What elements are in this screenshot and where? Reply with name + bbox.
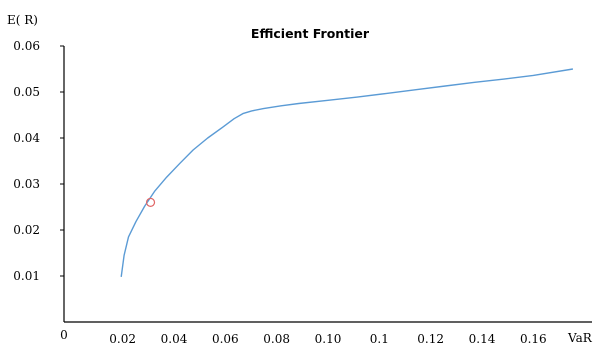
x-tick-label: 0.14 <box>469 332 496 346</box>
y-axis-title: E( R) <box>7 13 38 27</box>
x-tick-label: 0.1 <box>370 332 389 346</box>
origin-label: 0 <box>60 328 68 342</box>
series-group <box>120 68 574 277</box>
x-tick-label: 0.12 <box>417 332 444 346</box>
x-tick-label: 0.16 <box>520 332 547 346</box>
x-tick-label: 0.04 <box>161 332 188 346</box>
y-tick-label: 0.05 <box>13 85 40 99</box>
chart-title: Efficient Frontier <box>251 26 370 41</box>
x-axis-title: VaR <box>567 331 593 345</box>
highlight-point-marker <box>145 197 156 207</box>
x-axis-ticks: 0.02 0.04 0.06 0.08 0.10 0.1 0.12 0.14 0.16 <box>109 332 546 346</box>
x-tick-label: 0.06 <box>212 332 239 346</box>
x-tick-label: 0.02 <box>109 332 136 346</box>
x-tick-label: 0.10 <box>315 332 342 346</box>
x-tick-label: 0.08 <box>263 332 290 346</box>
y-axis-ticks: 0.01 0.02 0.03 0.04 0.05 0.06 <box>13 39 64 283</box>
y-tick-label: 0.06 <box>13 39 40 53</box>
efficient-frontier-line <box>120 68 574 277</box>
y-tick-label: 0.04 <box>13 131 40 145</box>
y-tick-label: 0.01 <box>13 269 40 283</box>
y-tick-label: 0.03 <box>13 177 40 191</box>
y-tick-label: 0.02 <box>13 223 40 237</box>
